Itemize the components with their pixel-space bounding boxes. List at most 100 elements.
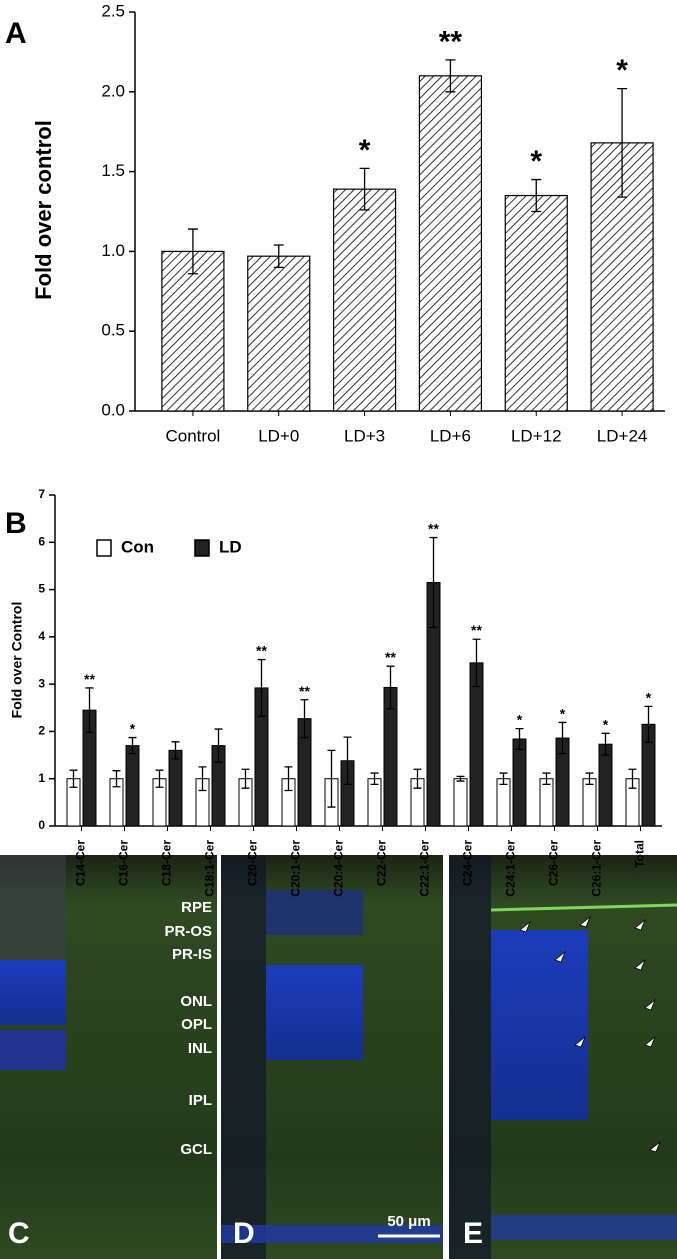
y-tick-label: 3 — [38, 676, 45, 690]
nuclear-layer — [491, 930, 588, 1120]
significance: ** — [471, 622, 482, 638]
error-bar — [617, 87, 628, 198]
significance: * — [517, 712, 523, 728]
arrowhead — [519, 920, 531, 933]
error-bar — [628, 768, 637, 789]
bar — [125, 745, 140, 827]
scale-bar-label: 50 μm — [387, 1213, 430, 1230]
error-bar — [359, 167, 370, 211]
bar — [539, 778, 554, 827]
arrowhead — [634, 918, 646, 931]
layer-label: RPE — [181, 899, 212, 916]
x-tick-label: C18-Cer — [160, 840, 174, 886]
error-bar — [327, 749, 336, 808]
bar — [469, 662, 484, 827]
error-bar — [273, 244, 284, 269]
significance: * — [530, 145, 542, 178]
significance: ** — [84, 671, 95, 687]
y-axis-label: Fold over Control — [9, 602, 25, 719]
error-bar — [128, 736, 137, 755]
x-tick-label: C24-Cer — [461, 840, 475, 886]
overlay — [221, 855, 266, 1259]
legend-label: Con — [121, 537, 154, 556]
error-bar — [69, 769, 78, 788]
significance: * — [359, 134, 371, 167]
significance: * — [646, 689, 652, 705]
error-bar — [370, 772, 379, 786]
bar — [582, 778, 597, 827]
error-bar — [445, 59, 456, 93]
significance: ** — [385, 649, 396, 665]
bar — [247, 255, 311, 412]
legend-swatch — [96, 539, 112, 557]
error-bar — [558, 721, 567, 755]
layer-label: PR-OS — [164, 923, 212, 940]
y-tick-label: 1.5 — [101, 161, 125, 180]
nuclear-layer — [491, 1215, 677, 1240]
nuclear-layer — [0, 960, 66, 1025]
arrowhead — [579, 915, 591, 928]
x-tick-label: C18:1-Cer — [203, 840, 217, 897]
x-tick-label: C22-Cer — [375, 840, 389, 886]
bar — [332, 188, 397, 412]
legend-swatch — [194, 539, 210, 557]
significance: * — [616, 54, 628, 87]
layer-label: GCL — [180, 1141, 212, 1158]
error-bar — [644, 705, 653, 743]
bar — [367, 778, 382, 827]
x-tick-label: Total — [633, 840, 647, 868]
nuclear-layer — [266, 965, 363, 1060]
error-bar — [171, 741, 180, 760]
x-tick-label: LD+3 — [344, 426, 385, 445]
significance: ** — [439, 25, 463, 58]
error-bar — [284, 766, 293, 792]
arrowhead — [649, 1140, 661, 1153]
error-bar — [386, 665, 395, 710]
legend-label: LD — [219, 537, 242, 556]
overlay — [0, 855, 66, 960]
nuclear-layer — [266, 890, 363, 935]
y-tick-label: 7 — [38, 487, 45, 501]
layer-label: PR-IS — [172, 946, 212, 963]
y-tick-label: 0.0 — [101, 400, 125, 419]
error-bar — [542, 772, 551, 786]
significance: * — [560, 705, 566, 721]
nuclear-layer — [221, 1225, 443, 1243]
x-tick-label: LD+24 — [597, 426, 648, 445]
error-bar — [300, 699, 309, 739]
error-bar — [499, 772, 508, 786]
panel-label: B — [5, 507, 27, 540]
panel-label: A — [5, 17, 27, 50]
error-bar — [456, 775, 465, 782]
bar — [161, 250, 225, 412]
bar — [168, 749, 183, 827]
x-tick-label: C26:1-Cer — [590, 840, 604, 897]
layer-label: IPL — [189, 1092, 212, 1109]
overlay — [449, 855, 491, 1259]
error-bar — [472, 638, 481, 688]
significance: ** — [299, 683, 310, 699]
y-tick-label: 4 — [38, 629, 45, 643]
y-tick-label: 1 — [38, 771, 45, 785]
arrowhead — [634, 958, 646, 971]
bar — [418, 75, 483, 412]
significance: ** — [256, 643, 267, 659]
significance: ** — [428, 521, 439, 537]
x-tick-label: C26-Cer — [547, 840, 561, 886]
x-tick-label: C14-Cer — [74, 840, 88, 886]
significance: * — [603, 716, 609, 732]
error-bar — [214, 728, 223, 763]
y-tick-label: 2 — [38, 724, 45, 738]
y-tick-label: 2.5 — [101, 1, 125, 20]
y-tick-label: 5 — [38, 582, 45, 596]
y-tick-label: 0 — [38, 818, 45, 832]
bar — [496, 778, 511, 827]
y-axis-label: Fold over control — [31, 120, 56, 300]
layer-label: INL — [188, 1040, 212, 1057]
y-tick-label: 6 — [38, 534, 45, 548]
error-bar — [241, 768, 250, 789]
panel-label: D — [233, 1217, 255, 1250]
arrowhead — [574, 1035, 586, 1048]
error-bar — [429, 536, 438, 629]
